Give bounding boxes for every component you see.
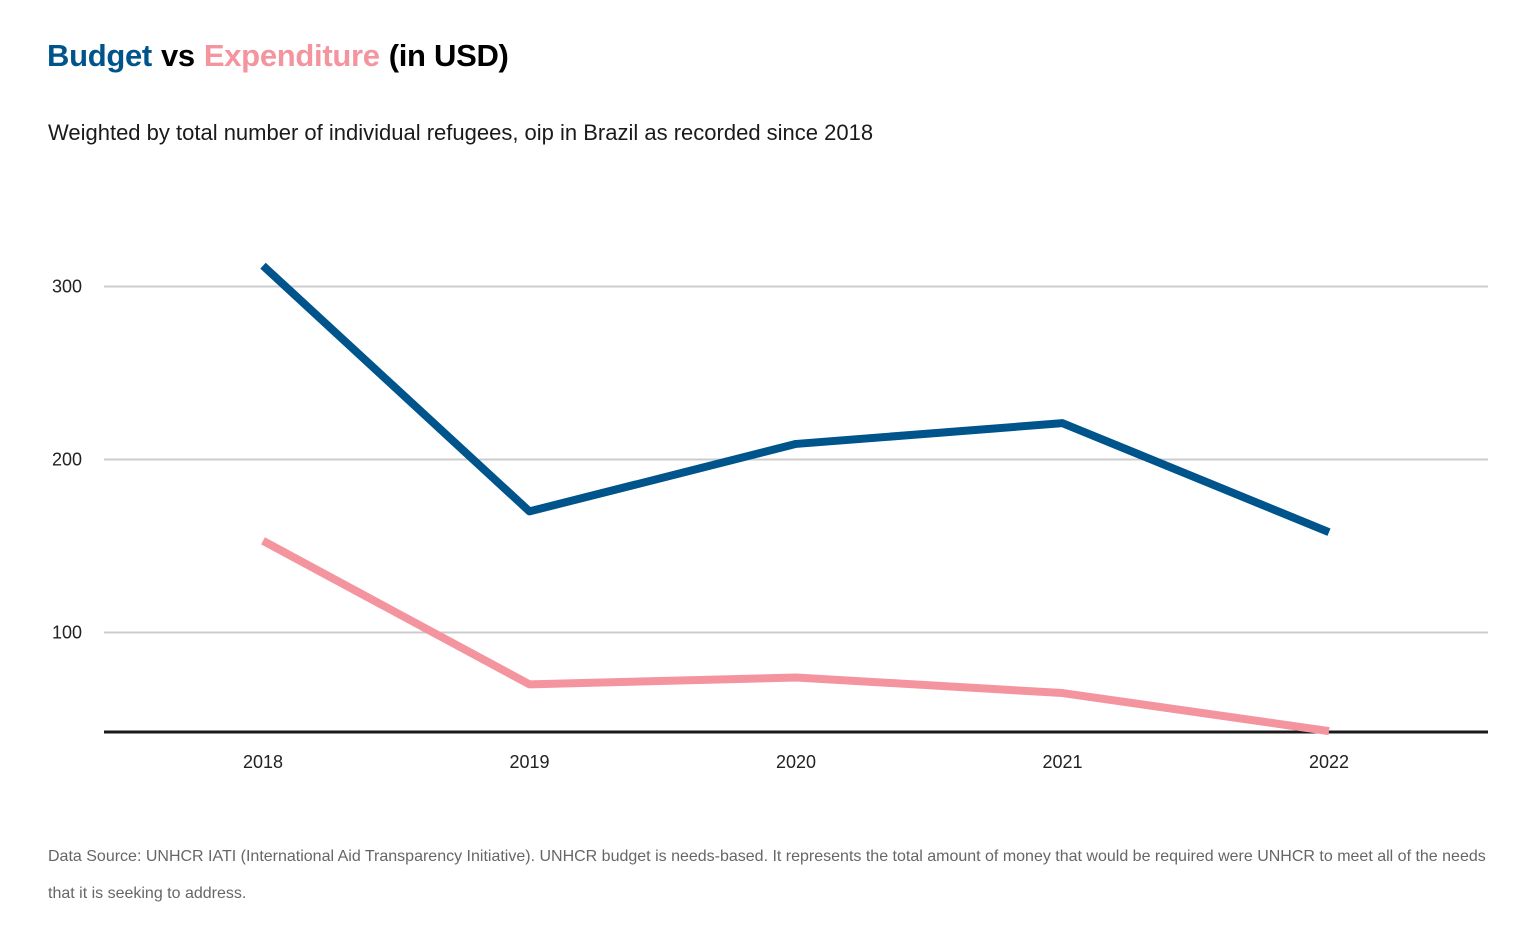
- x-tick-label: 2019: [509, 752, 549, 772]
- x-tick-label: 2021: [1042, 752, 1082, 772]
- x-tick-label: 2022: [1309, 752, 1349, 772]
- gridlines: [104, 285, 1488, 634]
- title-vs: vs: [160, 38, 195, 73]
- series-lines: [260, 262, 1331, 736]
- x-axis-ticks: 2018 2019 2020 2021 2022: [243, 752, 1349, 772]
- chart-title: Budget vs Expenditure (in USD): [47, 38, 518, 74]
- chart-subtitle: Weighted by total number of individual r…: [48, 120, 874, 145]
- y-axis-ticks: 100 200 300: [52, 277, 82, 643]
- x-tick-label: 2020: [776, 752, 816, 772]
- y-tick-label: 300: [52, 277, 82, 297]
- data-source-note: Data Source: UNHCR IATI (International A…: [48, 848, 1486, 902]
- x-tick-label: 2018: [243, 752, 283, 772]
- budget-line: [260, 262, 1331, 536]
- title-expenditure: Expenditure: [203, 38, 380, 73]
- title-unit: (in USD): [388, 38, 509, 73]
- y-tick-label: 100: [52, 623, 82, 643]
- y-tick-label: 200: [52, 450, 82, 470]
- title-budget: Budget: [47, 38, 152, 73]
- line-chart: 100 200 300 2018 2019 2020 2021 2022: [52, 262, 1488, 772]
- expenditure-line: [261, 537, 1330, 736]
